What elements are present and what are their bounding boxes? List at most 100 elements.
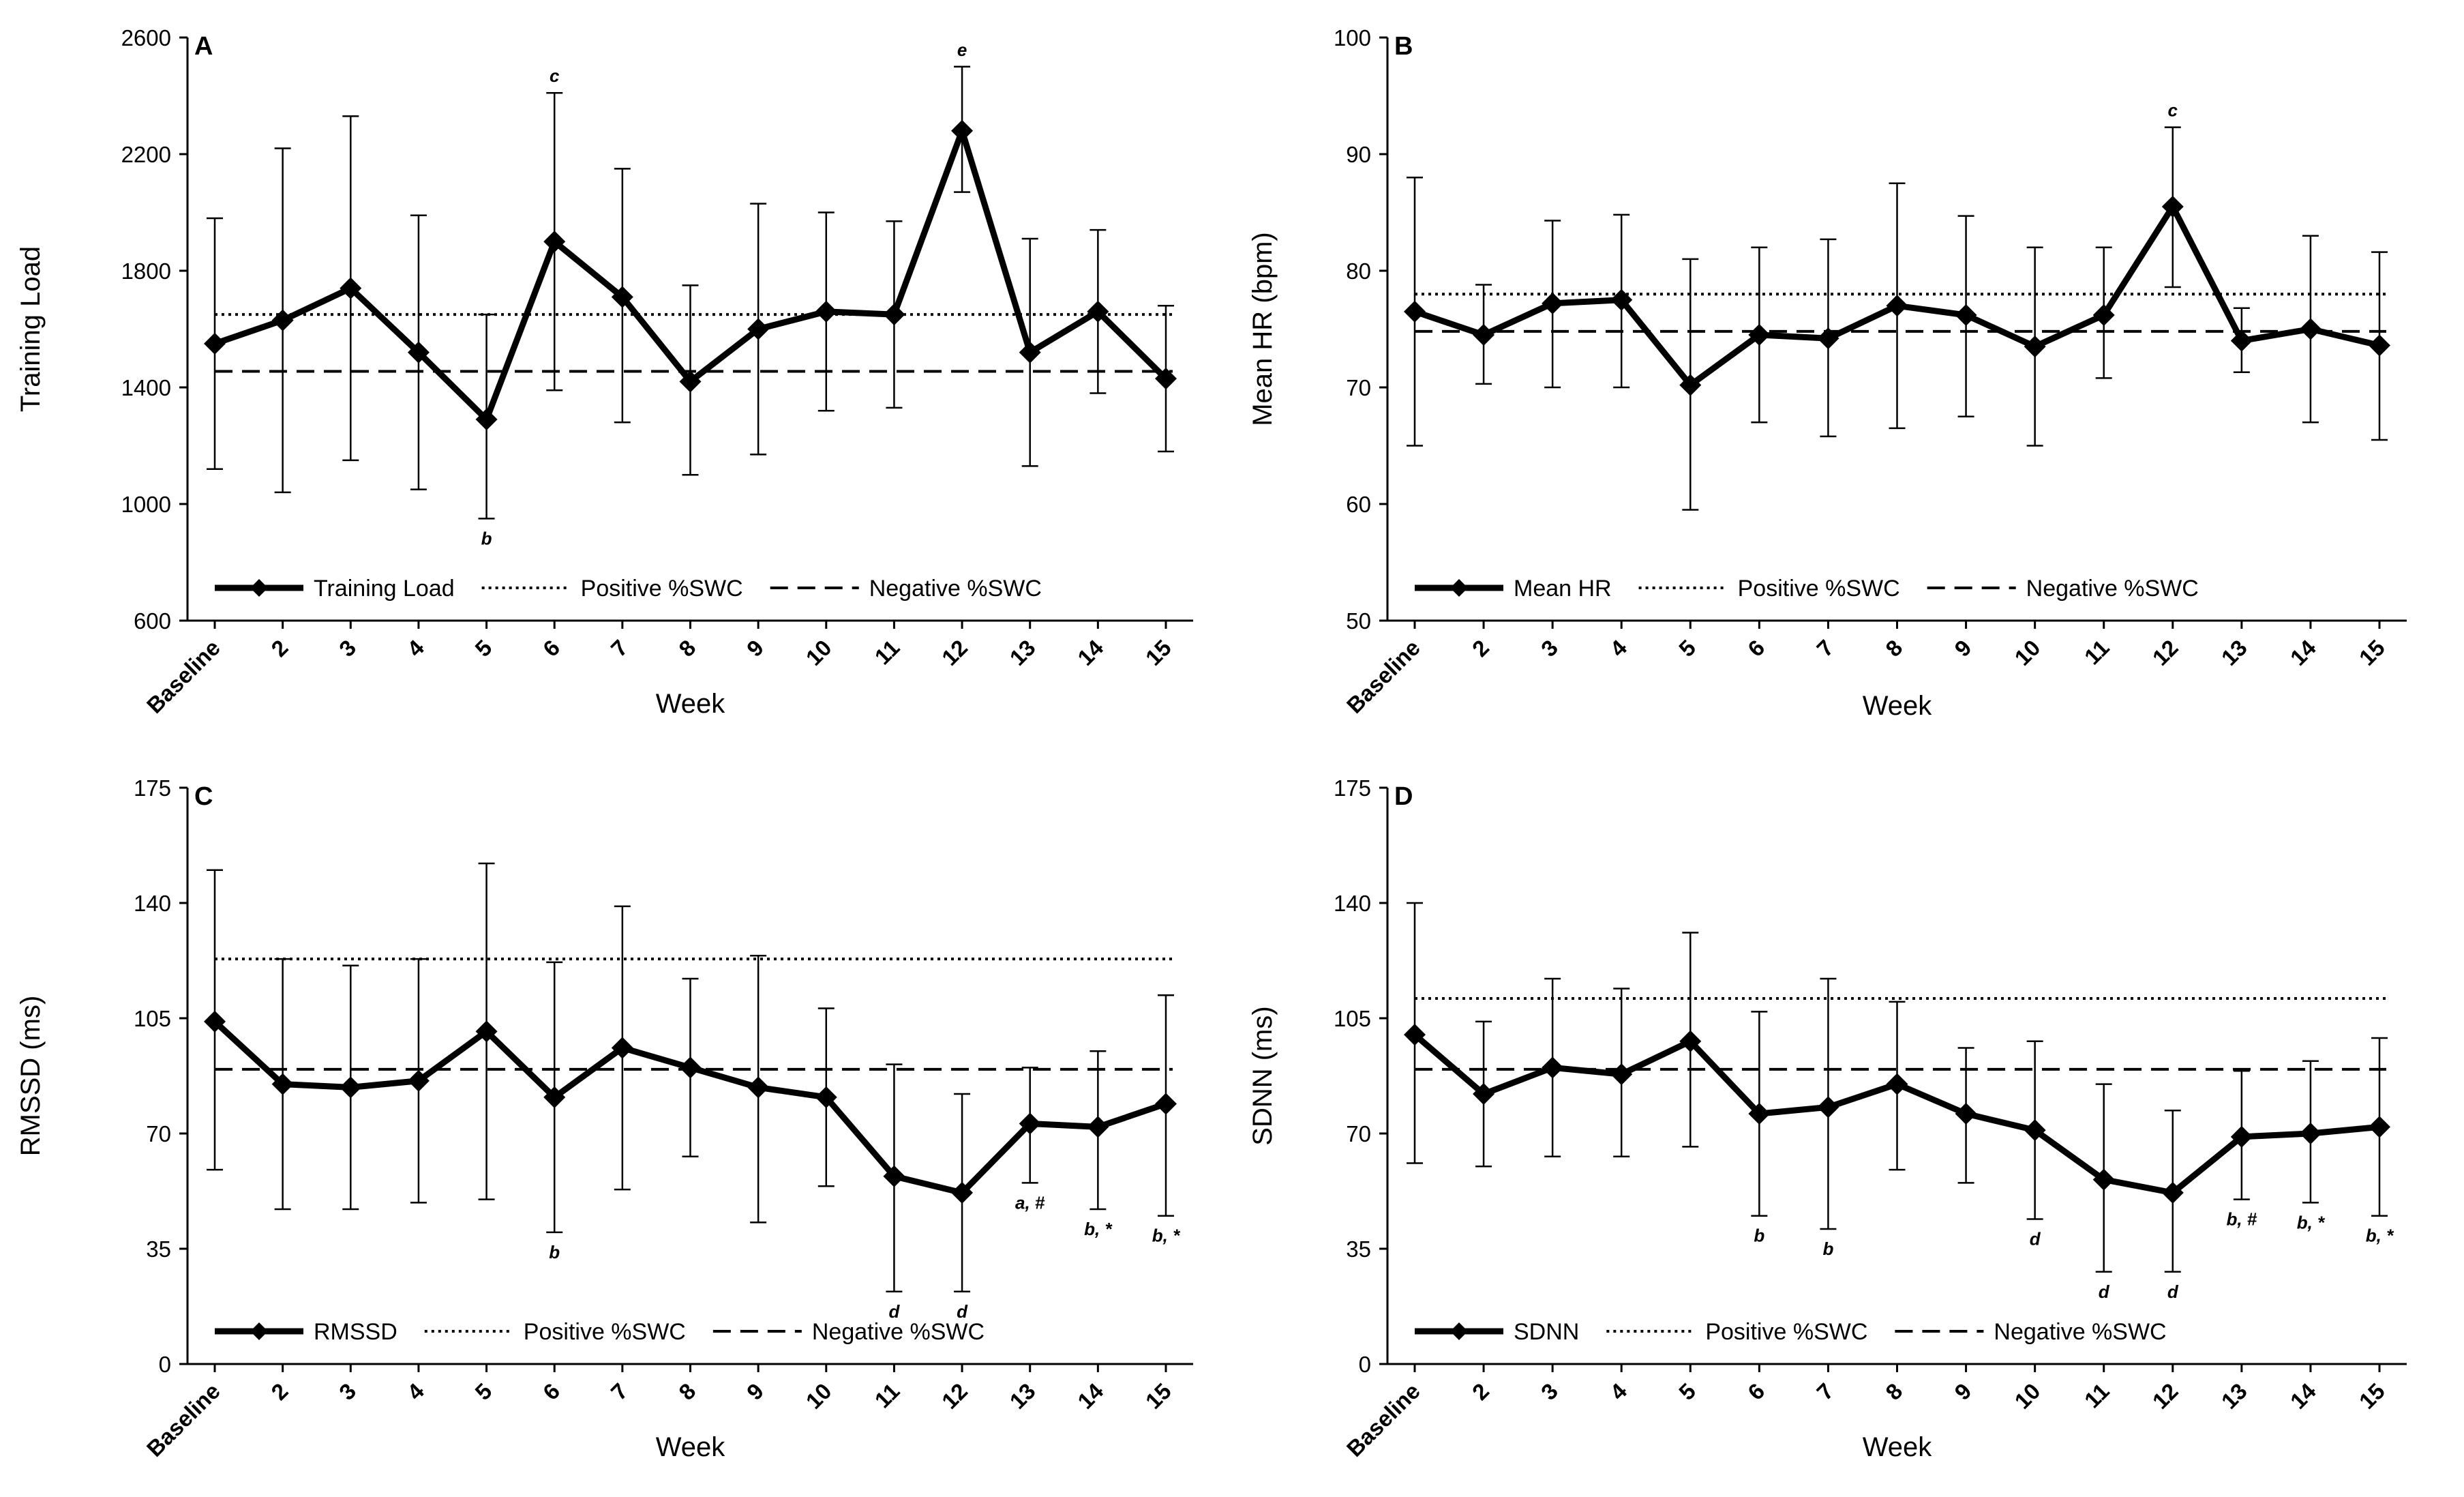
- x-tick-label: 6: [1743, 1378, 1769, 1405]
- data-point: [271, 1073, 294, 1095]
- panel-letter: B: [1394, 32, 1413, 61]
- x-tick-label: 6: [1743, 635, 1769, 662]
- x-tick-label: Baseline: [1342, 1378, 1425, 1462]
- legend-negative-label: Negative %SWC: [2026, 576, 2199, 602]
- x-tick-label: 8: [1880, 635, 1907, 662]
- x-tick-label: 7: [606, 635, 633, 662]
- data-point: [1679, 374, 1702, 396]
- data-point: [883, 303, 905, 326]
- data-point: [2299, 1123, 2322, 1144]
- data-point: [204, 332, 226, 355]
- y-tick-label: 140: [1334, 891, 1371, 916]
- legend-positive-label: Positive %SWC: [524, 1319, 686, 1345]
- data-point: [2369, 1116, 2390, 1138]
- y-tick-label: 35: [1346, 1236, 1371, 1262]
- data-point: [1679, 1030, 1702, 1052]
- data-point: [611, 1037, 633, 1059]
- x-tick-label: 13: [1005, 1378, 1040, 1414]
- annotation: c: [550, 65, 560, 86]
- legend-series-marker: [250, 1322, 268, 1340]
- data-point: [1019, 341, 1041, 364]
- x-tick-label: 7: [1812, 1378, 1838, 1405]
- x-tick-label: 8: [1880, 1378, 1907, 1405]
- data-point: [271, 309, 294, 331]
- annotation: b, *: [2366, 1226, 2394, 1246]
- data-point: [2092, 303, 2115, 326]
- data-point: [340, 277, 362, 299]
- x-tick-label: 3: [334, 635, 361, 662]
- data-point: [543, 1086, 566, 1108]
- x-tick-label: 6: [538, 635, 565, 662]
- data-point: [1473, 324, 1495, 346]
- data-point: [2161, 195, 2184, 218]
- data-point: [883, 1165, 905, 1187]
- x-axis-title: Week: [656, 689, 726, 719]
- data-point: [1155, 368, 1177, 390]
- annotation: c: [2168, 100, 2178, 121]
- data-point: [1955, 303, 1977, 326]
- x-tick-label: 12: [937, 1378, 972, 1414]
- x-tick-label: 2: [266, 1378, 292, 1405]
- y-tick-label: 600: [134, 608, 171, 634]
- y-axis-title: Mean HR (bpm): [1248, 232, 1278, 426]
- panel-letter: D: [1394, 782, 1413, 811]
- data-point: [407, 1069, 430, 1092]
- x-tick-label: 3: [1536, 1378, 1563, 1405]
- legend-series-marker: [1450, 579, 1468, 597]
- x-tick-label: 14: [2285, 634, 2322, 670]
- data-point: [1886, 295, 1908, 317]
- x-tick-label: Baseline: [142, 1378, 225, 1462]
- annotation: b: [1754, 1226, 1764, 1246]
- x-tick-label: 15: [1141, 1378, 1176, 1414]
- x-tick-label: 9: [742, 1378, 768, 1405]
- data-point: [1886, 1073, 1908, 1095]
- x-tick-label: 4: [402, 1378, 430, 1405]
- data-point: [1817, 327, 1839, 350]
- y-tick-label: 100: [1334, 25, 1371, 50]
- data-point: [1610, 288, 1633, 311]
- y-tick-label: 1000: [121, 492, 171, 517]
- x-tick-label: 15: [1141, 635, 1176, 670]
- data-point: [815, 300, 837, 323]
- x-tick-label: 4: [402, 634, 430, 662]
- data-point: [747, 1076, 770, 1099]
- y-tick-label: 175: [1334, 775, 1371, 801]
- x-axis-title: Week: [1863, 691, 1933, 721]
- x-tick-label: 10: [2009, 635, 2045, 670]
- x-tick-label: 7: [606, 1378, 633, 1405]
- annotation: b: [481, 528, 492, 548]
- data-point: [951, 1181, 974, 1204]
- panel-b: 50 60 70 80 90 100 Baseline 2 3 4 5 6 7 8 9 10 11 12 13 14 1…: [1248, 25, 2407, 721]
- x-tick-label: 11: [2079, 635, 2114, 670]
- y-tick-label: 0: [1359, 1352, 1371, 1377]
- data-point: [951, 119, 974, 142]
- x-tick-label: 3: [334, 1378, 361, 1405]
- data-point: [815, 1086, 837, 1108]
- legend-negative-label: Negative %SWC: [1994, 1319, 2166, 1345]
- x-tick-label: 12: [2148, 635, 2183, 670]
- x-tick-label: 6: [538, 1378, 565, 1405]
- data-point: [611, 286, 633, 308]
- x-tick-label: 10: [2009, 1378, 2045, 1414]
- x-tick-label: 7: [1812, 635, 1838, 662]
- annotation: d: [2167, 1281, 2179, 1302]
- x-tick-label: 9: [1949, 1378, 1976, 1405]
- legend-positive-label: Positive %SWC: [581, 576, 743, 602]
- y-axis-title: RMSSD (ms): [16, 996, 46, 1157]
- x-tick-label: 12: [2148, 1378, 2183, 1414]
- x-tick-label: 5: [470, 635, 496, 662]
- x-tick-label: 12: [937, 635, 972, 670]
- data-point: [1610, 1063, 1633, 1086]
- annotation: b, *: [1084, 1219, 1113, 1239]
- annotation: b: [549, 1242, 560, 1262]
- legend-series-marker: [1450, 1322, 1468, 1340]
- x-tick-label: 11: [870, 635, 905, 670]
- data-point: [1087, 1116, 1109, 1138]
- data-point: [2230, 1125, 2253, 1148]
- data-point: [204, 1010, 226, 1033]
- data-point: [679, 1056, 702, 1079]
- panel-a: 600 1000 1400 1800 2200 2600 Baseline 2 3 4 5 6 7 8 9 1…: [16, 25, 1193, 719]
- y-tick-label: 70: [146, 1121, 171, 1146]
- data-point: [407, 341, 430, 364]
